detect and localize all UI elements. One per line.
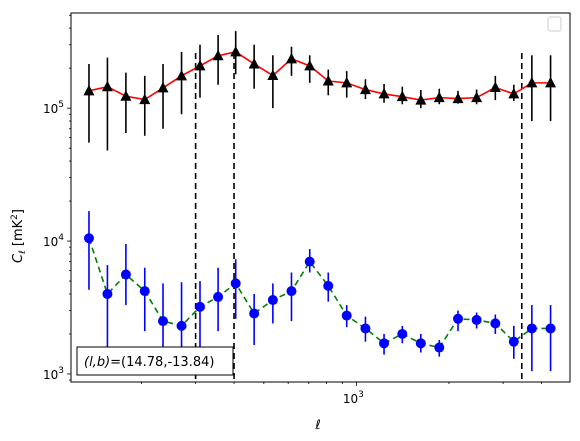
triangle-marker: [415, 94, 427, 105]
circle-marker: [194, 301, 205, 312]
circle-marker: [323, 280, 334, 291]
x-tick-label-exp: 3: [358, 390, 364, 400]
circle-marker: [120, 269, 131, 280]
y-tick-label-base: 10: [43, 102, 58, 116]
triangle-marker: [139, 93, 151, 105]
triangle-marker: [471, 91, 483, 103]
y-tick-label: 103: [43, 366, 64, 382]
circle-marker: [230, 278, 241, 289]
circle-marker: [415, 338, 426, 349]
circle-marker: [453, 313, 464, 324]
y-axis-label-unit: [mK: [11, 219, 26, 246]
annotation-math: (l,b): [84, 355, 110, 370]
x-tick-label-base: 10: [343, 392, 358, 406]
circle-marker: [545, 323, 556, 334]
triangle-marker: [508, 87, 520, 99]
x-axis-label: ℓ: [314, 418, 320, 433]
y-axis-label-unit-close: ]: [11, 209, 26, 214]
circle-marker: [102, 288, 113, 299]
circle-marker: [341, 310, 352, 321]
circle-marker: [176, 320, 187, 331]
triangle-marker: [101, 80, 113, 92]
y-tick-label: 105: [43, 100, 64, 116]
circle-marker: [490, 318, 501, 329]
triangle-marker: [489, 81, 501, 93]
triangle-marker: [212, 49, 224, 61]
circle-marker: [286, 286, 297, 297]
circle-marker: [139, 286, 150, 297]
triangle-marker: [359, 83, 371, 95]
triangle-marker: [545, 76, 557, 88]
y-tick-label-exp: 5: [58, 100, 64, 110]
y-axis-label: Cℓ [mK2]: [10, 209, 28, 263]
triangle-marker: [267, 69, 279, 81]
triangle-marker: [248, 57, 260, 69]
triangle-marker: [396, 90, 408, 102]
circle-marker: [213, 291, 224, 302]
triangle-marker: [83, 84, 95, 96]
circle-marker: [379, 338, 390, 349]
y-tick-label-base: 10: [43, 235, 58, 249]
annotation-box: [76, 346, 234, 376]
y-axis-label-unit-sup: 2: [10, 214, 20, 220]
circle-marker: [397, 328, 408, 339]
y-tick-label-exp: 4: [58, 233, 64, 243]
series-line: [88, 51, 551, 101]
x-tick-label: 103: [343, 390, 364, 406]
plot-area: [83, 31, 557, 382]
triangle-marker: [304, 59, 316, 71]
y-axis-label-main: C: [11, 253, 26, 263]
circle-marker: [526, 323, 537, 334]
annotation-text: (l,b)=(14.78,-13.84): [84, 355, 214, 370]
triangle-marker: [176, 69, 188, 81]
triangle-marker: [285, 52, 297, 64]
triangle-marker: [194, 59, 206, 71]
axes-frame: [70, 12, 571, 383]
circle-marker: [158, 316, 169, 327]
circle-marker: [267, 295, 278, 306]
circle-marker: [304, 256, 315, 267]
circle-marker: [249, 308, 260, 319]
y-tick-label: 104: [43, 233, 64, 249]
triangle-marker: [230, 45, 242, 57]
y-tick-label-base: 10: [43, 368, 58, 382]
triangle-marker: [452, 92, 464, 104]
legend-box: [547, 16, 562, 32]
circle-marker: [471, 314, 482, 325]
triangle-marker: [120, 90, 132, 101]
triangle-marker: [526, 76, 538, 88]
circle-marker: [83, 233, 94, 244]
series-line: [88, 237, 551, 349]
triangle-marker: [341, 76, 353, 88]
circle-marker: [508, 336, 519, 347]
circle-marker: [360, 323, 371, 334]
triangle-marker: [433, 91, 445, 103]
circle-marker: [434, 342, 445, 353]
annotation-rest: =(14.78,-13.84): [110, 355, 214, 370]
y-axis-label-sub: ℓ: [18, 250, 28, 255]
y-tick-label-exp: 3: [58, 366, 64, 376]
triangle-marker: [322, 75, 334, 86]
triangle-marker: [378, 87, 390, 99]
triangle-marker: [157, 81, 169, 93]
